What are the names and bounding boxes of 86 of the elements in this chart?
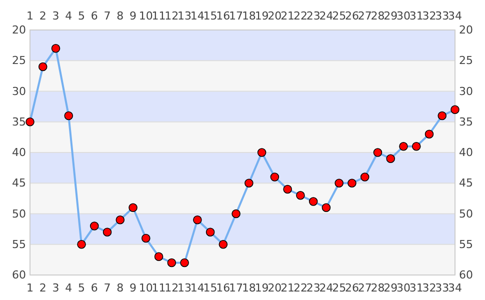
x2-tick-label: 28 [370,10,385,22]
x2-tick-label: 16 [216,10,230,22]
x-tick-label: 7 [104,282,111,294]
x2-tick-label: 24 [319,10,334,22]
x-tick-label: 19 [254,282,269,294]
x2-tick-label: 33 [435,10,450,22]
x-tick-label: 26 [344,282,359,294]
x-tick-label: 20 [268,282,282,294]
x2-tick-label: 34 [448,10,462,22]
x2-tick-label: 12 [164,10,179,22]
y2-tick-label: 20 [459,24,473,36]
x2-tick-label: 9 [130,10,137,22]
x2-tick-label: 20 [268,10,282,22]
x2-tick-label: 31 [409,10,424,22]
x2-tick-label: 30 [396,10,410,22]
x2-tick-label: 19 [254,10,269,22]
x-tick-label: 1 [26,282,34,294]
x2-tick-label: 1 [26,10,34,22]
y-tick-label: 55 [12,238,26,251]
x2-tick-label: 21 [280,10,295,22]
x-tick-label: 13 [178,282,192,294]
y-tick-label: 35 [12,115,26,128]
y2-tick-label: 30 [459,84,473,98]
x2-tick-label: 27 [358,10,372,22]
x-tick-label: 31 [409,282,424,294]
x2-tick-label: 3 [52,10,60,22]
x2-tick-label: 15 [203,10,218,22]
x2-tick-label: 23 [306,10,320,22]
x2-tick-label: 7 [104,10,111,22]
x-tick-label: 24 [319,282,334,294]
y2-tick-label: 40 [459,146,473,159]
x2-tick-label: 5 [78,10,86,22]
y-tick-label: 30 [12,84,26,98]
x2-tick-label: 11 [152,10,166,22]
x-tick-label: 27 [358,282,372,294]
x-tick-label: 30 [396,282,410,294]
x-tick-label: 21 [280,282,295,294]
x-tick-label: 15 [203,282,218,294]
x2-tick-label: 32 [422,10,436,22]
x-tick-label: 9 [130,282,137,294]
x-tick-label: 17 [229,282,244,294]
x-tick-label: 5 [78,282,86,294]
x-tick-label: 4 [65,282,72,294]
x-tick-label: 10 [138,282,153,294]
x2-tick-label: 8 [116,10,124,22]
x-tick-label: 11 [152,282,166,294]
y-tick-label: 20 [12,24,26,36]
x-tick-label: 23 [306,282,320,294]
x2-tick-label: 10 [138,10,153,22]
x-tick-label: 29 [384,282,398,294]
x-tick-label: 16 [216,282,230,294]
x-tick-label: 18 [242,282,256,294]
y-tick-label: 40 [12,146,26,159]
x-tick-label: 14 [190,282,204,294]
y2-tick-label: 35 [459,115,473,128]
y-tick-label: 50 [12,207,26,220]
x-tick-label: 12 [164,282,179,294]
x2-tick-label: 26 [344,10,359,22]
y2-tick-label: 50 [459,207,473,220]
x-tick-label: 8 [116,282,124,294]
x2-tick-label: 17 [229,10,244,22]
x-tick-label: 22 [293,282,308,294]
x2-tick-label: 18 [242,10,256,22]
x-tick-label: 32 [422,282,436,294]
y-tick-label: 45 [12,176,26,190]
y2-tick-label: 25 [459,54,473,68]
x-tick-label: 3 [52,282,60,294]
x2-tick-label: 29 [384,10,398,22]
y2-tick-label: 55 [459,238,473,251]
x2-tick-label: 22 [293,10,308,22]
y2-tick-label: 45 [459,176,473,190]
x-tick-label: 34 [448,282,462,294]
x-tick-label: 6 [90,282,98,294]
y2-tick-label: 60 [459,268,473,282]
x2-tick-label: 13 [178,10,192,22]
x2-tick-label: 25 [332,10,346,22]
x-tick-label: 2 [39,282,46,294]
x2-tick-label: 6 [90,10,98,22]
y-tick-label: 60 [12,268,26,282]
x-tick-label: 28 [370,282,385,294]
x2-tick-label: 4 [65,10,72,22]
y-tick-label: 25 [12,54,26,68]
x2-tick-label: 2 [39,10,46,22]
x-tick-label: 33 [435,282,450,294]
x2-tick-label: 14 [190,10,204,22]
x-tick-label: 25 [332,282,346,294]
